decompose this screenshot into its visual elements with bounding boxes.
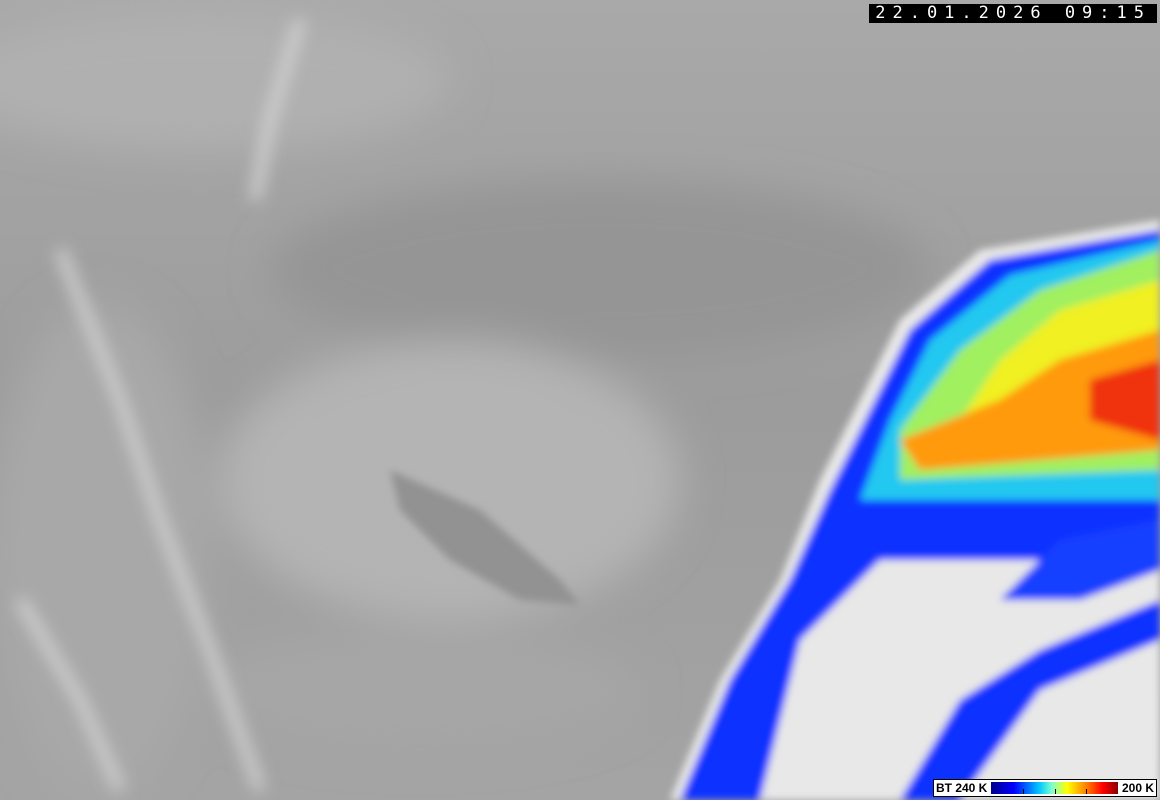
- color-scale-bar: [991, 782, 1118, 794]
- legend-label-left: BT 240 K: [936, 781, 988, 795]
- scale-tick: [1054, 789, 1056, 794]
- color-scale-legend: BT 240 K 200 K: [933, 779, 1157, 797]
- legend-label-right: 200 K: [1121, 781, 1154, 795]
- timestamp-label: 22.01.2026 09:15: [869, 4, 1157, 23]
- scale-tick: [1086, 789, 1088, 794]
- scale-tick: [1023, 789, 1024, 794]
